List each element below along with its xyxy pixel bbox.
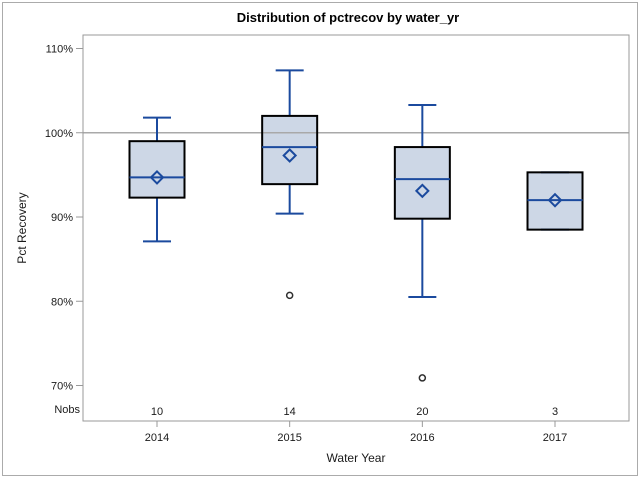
box-fill xyxy=(129,141,185,198)
nobs-row-label: Nobs xyxy=(54,404,80,416)
y-tick-label: 80% xyxy=(51,296,73,308)
nobs-value: 3 xyxy=(552,406,558,418)
mean-diamond xyxy=(414,183,430,199)
mean-diamond xyxy=(149,169,165,185)
y-tick-label: 70% xyxy=(51,381,73,393)
chart-title: Distribution of pctrecov by water_yr xyxy=(236,10,460,25)
mean-diamond xyxy=(282,148,298,163)
x-tick-label: 2014 xyxy=(145,432,169,444)
nobs-value: 20 xyxy=(416,406,428,418)
x-axis-label: Water Year xyxy=(326,451,386,465)
x-tick-label: 2015 xyxy=(277,432,301,444)
x-tick-label: 2017 xyxy=(543,432,567,444)
y-tick-label: 110% xyxy=(46,44,74,56)
nobs-value: 14 xyxy=(284,406,296,418)
nobs-value: 10 xyxy=(151,406,163,418)
box-outline xyxy=(393,146,451,220)
mean-diamond xyxy=(547,192,563,208)
x-tick-label: 2016 xyxy=(410,432,434,444)
outlier-point xyxy=(418,374,427,382)
outlier-point xyxy=(285,291,294,300)
box-fill xyxy=(394,147,450,219)
y-tick-label: 90% xyxy=(51,212,73,224)
y-tick-label: 100% xyxy=(45,128,73,140)
box-outline xyxy=(128,140,186,199)
box-outline xyxy=(261,114,319,186)
plot-border xyxy=(82,34,630,422)
